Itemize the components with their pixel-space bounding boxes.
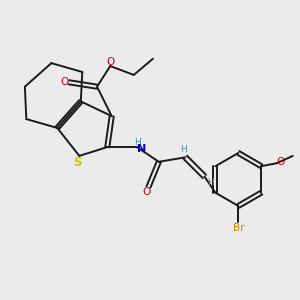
Text: O: O [61, 77, 69, 87]
Text: O: O [276, 157, 284, 167]
Text: H: H [134, 138, 141, 147]
Text: Br: Br [232, 223, 244, 233]
Text: H: H [207, 178, 214, 187]
Text: N: N [136, 144, 146, 154]
Text: H: H [181, 146, 187, 154]
Text: S: S [74, 156, 82, 169]
Text: O: O [107, 57, 115, 67]
Text: O: O [142, 187, 150, 197]
